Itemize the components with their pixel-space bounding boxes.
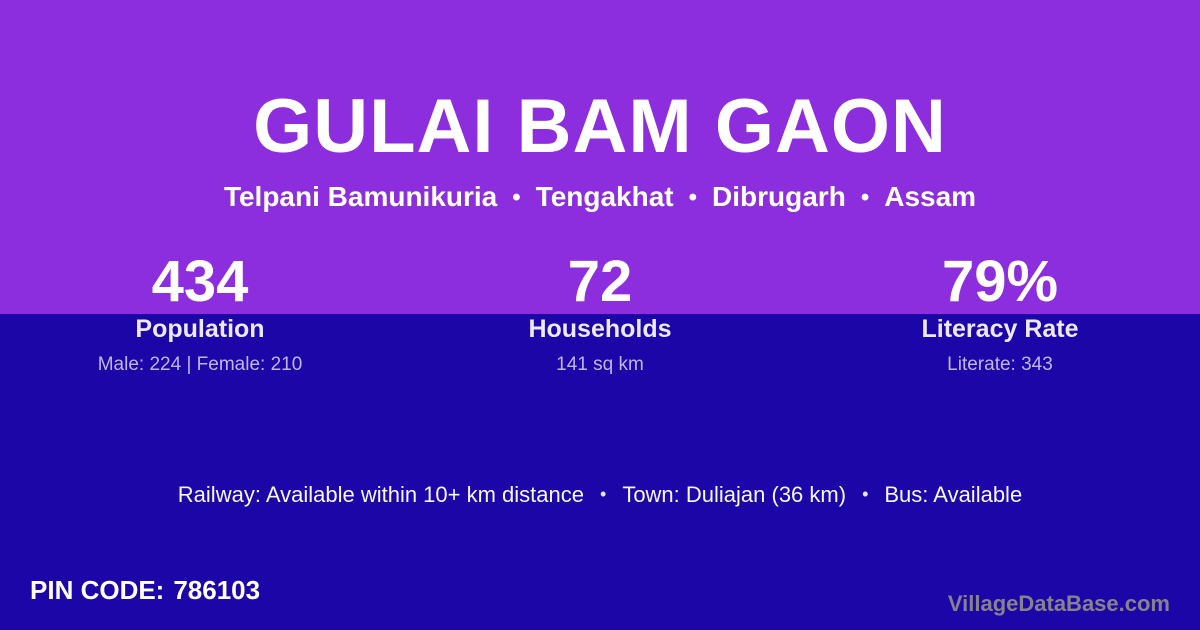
stat-label: Households [528, 315, 672, 343]
stat-values-row: 434 72 79% [0, 253, 1200, 311]
breadcrumb: Telpani Bamunikuria • Tengakhat • Dibrug… [224, 179, 976, 215]
stat-detail: 141 sq km [556, 354, 644, 375]
transport-info-line: Railway: Available within 10+ km distanc… [0, 482, 1200, 507]
stat-value-literacy-rate: 79% [941, 249, 1059, 315]
stat-value-households: 72 [567, 249, 633, 315]
village-name-title: GULAI BAM GAON [253, 84, 947, 169]
breadcrumb-item-block: Tengakhat [535, 181, 674, 212]
breadcrumb-item-locality: Telpani Bamunikuria [223, 181, 498, 212]
transport-separator: • [600, 484, 607, 504]
site-watermark: VillageDataBase.com [947, 591, 1170, 616]
breadcrumb-separator: • [512, 183, 521, 211]
stat-column-literacy: Literacy Rate Literate: 343 [800, 314, 1200, 376]
stat-column-population: Population Male: 224 | Female: 210 [0, 314, 400, 376]
railway-availability: Railway: Available within 10+ km distanc… [177, 482, 584, 507]
breadcrumb-item-district: Dibrugarh [712, 181, 846, 212]
pin-code-label: PIN CODE: [30, 575, 165, 605]
pin-code-value: 786103 [173, 575, 261, 605]
stat-label: Literacy Rate [921, 315, 1079, 343]
breadcrumb-separator: • [860, 183, 870, 211]
stat-detail: Literate: 343 [947, 354, 1053, 375]
stat-column-households: Households 141 sq km [400, 314, 800, 376]
header-section: GULAI BAM GAON Telpani Bamunikuria • Ten… [0, 0, 1200, 314]
details-section: Population Male: 224 | Female: 210 House… [0, 314, 1200, 630]
nearest-town: Town: Duliajan (36 km) [622, 482, 847, 507]
breadcrumb-separator: • [688, 183, 698, 211]
breadcrumb-item-state: Assam [884, 181, 977, 212]
bus-availability: Bus: Available [884, 482, 1023, 507]
footer: PIN CODE: 786103 VillageDataBase.com [30, 575, 1170, 630]
transport-separator: • [862, 484, 869, 504]
pin-code: PIN CODE: 786103 [30, 575, 260, 606]
stat-value-population: 434 [151, 249, 249, 315]
stat-labels-row: Population Male: 224 | Female: 210 House… [0, 314, 1200, 376]
stat-label: Population [135, 315, 265, 343]
stat-detail: Male: 224 | Female: 210 [97, 354, 303, 375]
